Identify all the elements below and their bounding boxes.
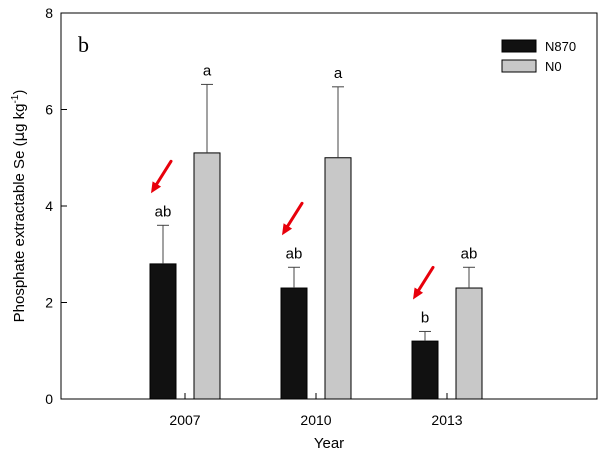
annotation-arrows-layer <box>151 159 435 300</box>
y-axis-title-close: ) <box>11 90 28 95</box>
y-axis-title: Phosphate extractable Se (μg kg-1) <box>10 90 28 323</box>
arrow-head-2013 <box>413 287 424 300</box>
y-tick-label-2: 2 <box>45 295 53 311</box>
y-axis-title-sup: -1 <box>10 94 21 103</box>
y-axis-title-mu: μ <box>10 131 28 141</box>
legend-swatch-n0 <box>501 59 537 73</box>
panel-label: b <box>78 32 89 57</box>
y-axis-title-main: Phosphate extractable Se ( <box>11 141 28 322</box>
significance-label-n0-2010: a <box>334 65 343 82</box>
bar-n870-2013 <box>411 340 439 400</box>
x-tick-label-2013: 2013 <box>431 412 462 428</box>
y-tick-label-8: 8 <box>45 5 53 21</box>
x-axis: 2007 2010 2013 <box>169 393 463 428</box>
bar-n0-2007 <box>193 152 221 400</box>
legend-label-n0: N0 <box>545 59 562 74</box>
bar-n0-2010 <box>324 157 352 400</box>
significance-label-n870-2013: b <box>421 309 429 326</box>
y-tick-label-0: 0 <box>45 391 53 407</box>
arrow-shaft-2007 <box>152 159 173 190</box>
arrow-head-2007 <box>151 181 162 194</box>
bar-n0-2013 <box>455 287 483 400</box>
legend-label-n870: N870 <box>545 39 576 54</box>
y-tick-label-4: 4 <box>45 198 53 214</box>
y-axis-title-unit: g kg <box>11 104 28 132</box>
bars-layer <box>149 152 483 400</box>
significance-label-n0-2013: ab <box>461 245 478 262</box>
arrow-shaft-2010 <box>283 201 304 232</box>
y-tick-label-6: 6 <box>45 102 53 118</box>
x-axis-title: Year <box>314 435 344 452</box>
error-bars-layer <box>157 83 475 342</box>
significance-label-n0-2007: a <box>203 62 212 79</box>
arrow-head-2010 <box>282 223 293 236</box>
bar-n870-2007 <box>149 263 177 400</box>
legend: N870 N0 <box>501 39 576 74</box>
y-axis: 0 2 4 6 8 <box>45 5 67 407</box>
arrow-shaft-2013 <box>414 265 435 296</box>
bar-n870-2010 <box>280 287 308 400</box>
significance-label-n870-2010: ab <box>286 245 303 262</box>
legend-swatch-n870 <box>501 39 537 53</box>
significance-label-n870-2007: ab <box>155 203 172 220</box>
x-tick-label-2010: 2010 <box>300 412 331 428</box>
significance-labels-layer: ab ab b a a ab <box>155 62 478 326</box>
x-tick-label-2007: 2007 <box>169 412 200 428</box>
